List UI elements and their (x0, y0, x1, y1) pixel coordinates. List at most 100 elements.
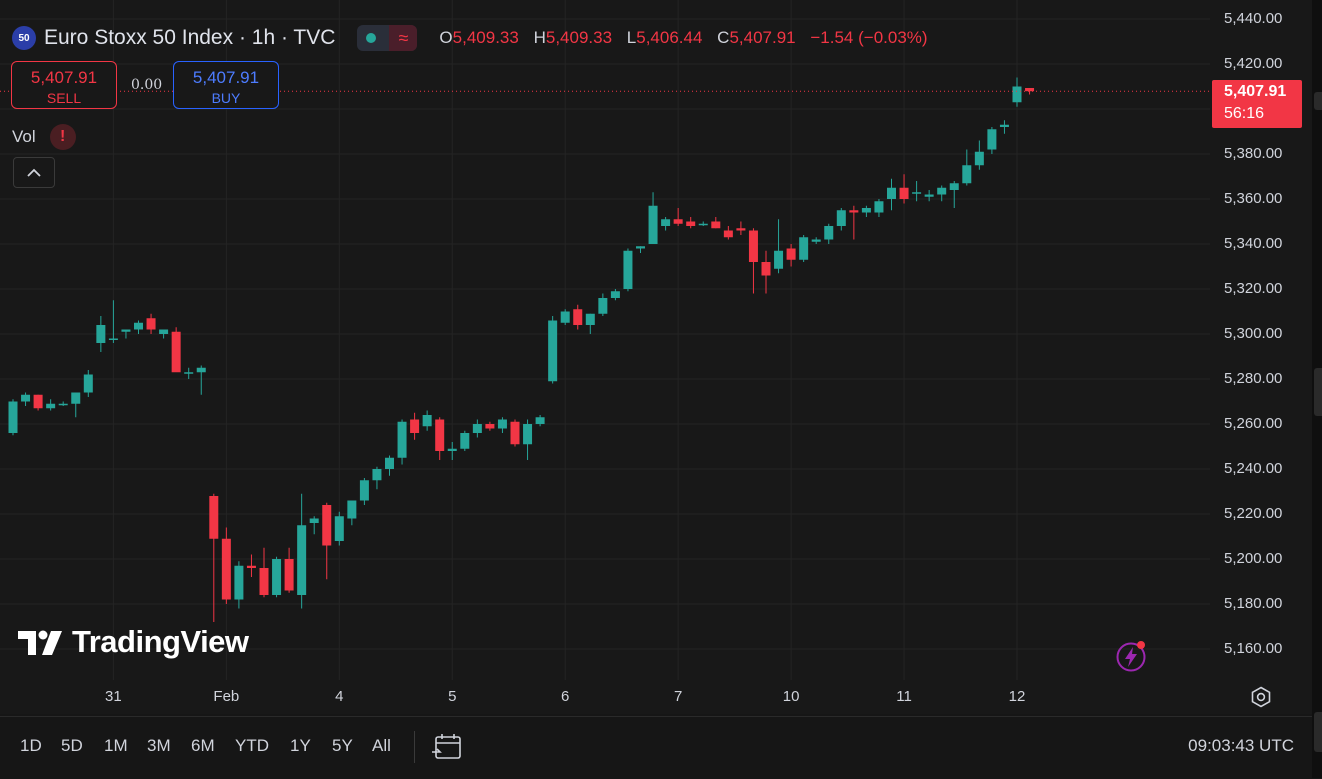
market-open-dot-icon (366, 33, 377, 43)
settings-gear-icon[interactable] (1250, 686, 1272, 708)
candle (723, 226, 733, 240)
last-price-value: 5,407.91 (1224, 83, 1287, 100)
candle-body (33, 394, 43, 409)
lightning-alert-icon[interactable] (1115, 640, 1147, 672)
price-tick-label: 5,280.00 (1224, 370, 1283, 387)
candle (21, 392, 31, 406)
candle (410, 412, 420, 440)
tradingview-watermark[interactable]: TradingView (16, 624, 249, 660)
candle-body (887, 187, 896, 199)
candle-body (510, 421, 520, 445)
candle-body (573, 309, 583, 325)
candle-body (912, 192, 922, 194)
side-tab[interactable] (1314, 92, 1322, 110)
price-tick-label: 5,340.00 (1224, 235, 1283, 252)
candle (121, 329, 131, 339)
side-tab[interactable] (1314, 368, 1322, 416)
candle-body (96, 325, 106, 343)
buy-price: 5,407.91 (192, 68, 260, 87)
candle-body (422, 415, 432, 427)
volume-label[interactable]: Vol (12, 127, 36, 146)
candle-body (698, 223, 708, 226)
candle (234, 561, 244, 609)
candle-body (786, 248, 796, 260)
symbol-title[interactable]: Euro Stoxx 50 Index · 1h · TVC (44, 26, 336, 49)
candle-body (962, 165, 972, 184)
candle-body (636, 246, 645, 249)
candle-body (736, 228, 746, 231)
candle (397, 419, 407, 465)
candle (435, 417, 445, 460)
price-tick-label: 5,260.00 (1224, 415, 1283, 432)
candle (359, 478, 369, 505)
volume-indicator[interactable]: Vol ! (12, 124, 76, 150)
candle (912, 181, 922, 202)
candle-body (284, 559, 294, 591)
candle (472, 419, 482, 438)
candle-body (21, 394, 31, 402)
market-status[interactable]: ≈ (357, 25, 418, 51)
candle-body (824, 226, 834, 240)
candle (347, 500, 357, 526)
utc-clock[interactable]: 09:03:43 UTC (1188, 736, 1294, 755)
collapse-legend-button[interactable] (13, 157, 55, 188)
candle-body (71, 392, 81, 404)
time-axis[interactable]: 31 Feb 4 5 6 7 10 11 12 (0, 680, 1312, 714)
chart-pane[interactable] (0, 0, 1210, 680)
candle (761, 250, 771, 294)
sell-button[interactable]: 5,407.91 SELL (11, 61, 117, 109)
data-delay-wave-icon: ≈ (389, 25, 418, 51)
low-value: 5,406.44 (636, 28, 703, 47)
candle-body (259, 568, 269, 595)
candle (46, 399, 56, 411)
price-tick-label: 5,420.00 (1224, 55, 1283, 72)
candle (209, 493, 219, 622)
range-6m-button[interactable]: 6M (191, 736, 215, 755)
candle-body (610, 291, 620, 298)
range-all-button[interactable]: All (372, 736, 391, 755)
candle (623, 248, 633, 292)
candle-body (811, 239, 821, 242)
range-5y-button[interactable]: 5Y (332, 736, 353, 755)
range-5d-button[interactable]: 5D (61, 736, 83, 755)
candle (485, 421, 495, 431)
side-tab[interactable] (1314, 712, 1322, 752)
candle-body (372, 469, 382, 481)
low-label: L (626, 28, 637, 47)
candle (58, 401, 68, 406)
close-value: 5,407.91 (729, 28, 796, 47)
range-1m-button[interactable]: 1M (104, 736, 128, 755)
high-value: 5,409.33 (545, 28, 613, 47)
warning-icon[interactable]: ! (49, 124, 76, 150)
candlestick-chart[interactable] (0, 0, 1210, 680)
price-tick-label: 5,320.00 (1224, 280, 1283, 297)
time-tick-label: 31 (105, 688, 122, 705)
price-tick-label: 5,440.00 (1224, 10, 1283, 27)
candle (811, 237, 821, 244)
range-3m-button[interactable]: 3M (147, 736, 171, 755)
candle-body (447, 448, 457, 451)
range-1y-button[interactable]: 1Y (290, 736, 311, 755)
symbol-logo-icon[interactable]: 50 (12, 26, 36, 50)
range-1d-button[interactable]: 1D (20, 736, 42, 755)
candle (460, 430, 470, 451)
candle (560, 309, 570, 325)
open-value: 5,409.33 (452, 28, 519, 47)
watermark-text: TradingView (72, 624, 249, 659)
range-ytd-button[interactable]: YTD (235, 736, 269, 755)
candle (83, 370, 93, 397)
candle (71, 392, 81, 418)
candle (1025, 88, 1035, 95)
candle (899, 174, 909, 204)
price-tick-label: 5,220.00 (1224, 505, 1283, 522)
candle-body (874, 201, 884, 213)
toolbar-divider (414, 731, 415, 763)
candle-body (234, 565, 244, 600)
candle (447, 442, 457, 460)
go-to-date-calendar-icon[interactable] (430, 731, 464, 763)
candle (636, 246, 645, 253)
candle-body (485, 424, 495, 429)
buy-button[interactable]: 5,407.91 BUY (173, 61, 279, 109)
candle-body (83, 374, 93, 393)
candle-body (861, 208, 871, 213)
